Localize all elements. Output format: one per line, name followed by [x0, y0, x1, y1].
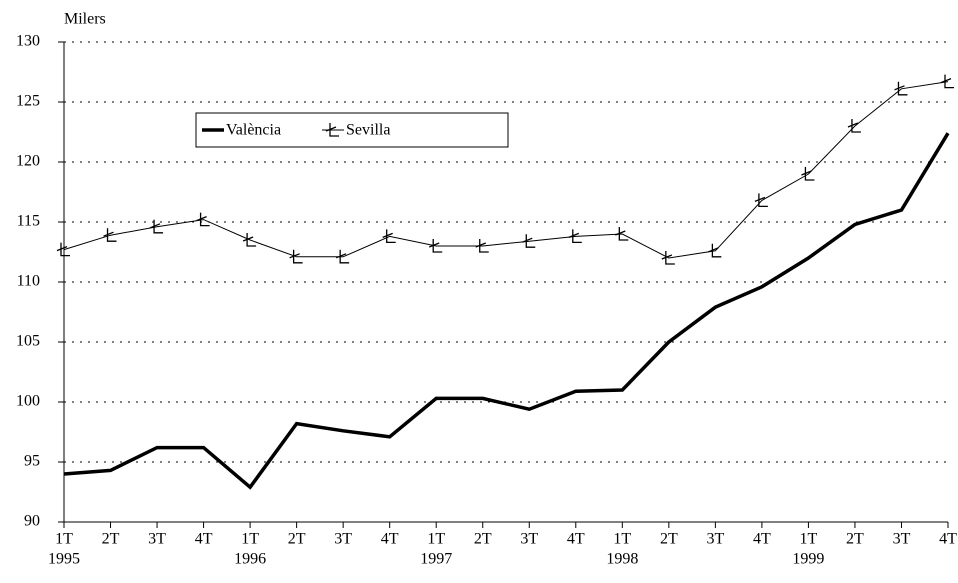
marker: [289, 249, 303, 264]
marker: [940, 74, 954, 89]
y-tick-label: 105: [16, 333, 40, 350]
marker: [196, 212, 210, 227]
x-tick-label: 4T: [567, 531, 585, 548]
x-tick-label: 1T: [427, 531, 445, 548]
x-year-label: 1996: [234, 551, 266, 568]
marker: [242, 233, 257, 247]
x-tick-label: 1T: [241, 531, 259, 548]
x-year-label: 1995: [48, 551, 80, 568]
x-year-label: 1999: [792, 551, 824, 568]
marker: [661, 251, 675, 265]
marker: [475, 239, 489, 253]
x-tick-label: 2T: [660, 531, 678, 548]
x-tick-label: 4T: [381, 531, 399, 548]
y-tick-label: 120: [16, 153, 40, 170]
x-tick-label: 1T: [613, 531, 631, 548]
legend-label: València: [226, 122, 281, 139]
marker: [801, 167, 815, 181]
marker: [847, 119, 861, 133]
marker: [708, 243, 722, 258]
x-tick-label: 3T: [520, 531, 538, 548]
x-tick-label: 4T: [753, 531, 771, 548]
x-tick-label: 4T: [195, 531, 213, 548]
marker: [894, 81, 908, 96]
marker: [56, 242, 70, 257]
y-axis-label: Milers: [64, 11, 106, 28]
x-tick-label: 4T: [939, 531, 957, 548]
x-tick-label: 3T: [706, 531, 724, 548]
x-tick-label: 1T: [800, 531, 818, 548]
y-tick-label: 115: [17, 213, 40, 230]
legend-label: Sevilla: [346, 122, 390, 139]
x-tick-label: 2T: [102, 531, 120, 548]
x-tick-label: 3T: [334, 531, 352, 548]
series-line: [63, 81, 949, 259]
y-tick-label: 110: [17, 273, 40, 290]
y-tick-label: 130: [16, 33, 40, 50]
x-tick-label: 2T: [474, 531, 492, 548]
x-year-label: 1998: [606, 551, 638, 568]
marker: [149, 219, 164, 234]
x-year-label: 1997: [420, 551, 452, 568]
x-tick-label: 2T: [846, 531, 864, 548]
legend-box: [195, 112, 509, 148]
x-tick-label: 3T: [148, 531, 166, 548]
x-tick-label: 2T: [288, 531, 306, 548]
marker: [382, 229, 396, 244]
x-tick-label: 1T: [55, 531, 73, 548]
y-tick-label: 125: [16, 93, 40, 110]
marker: [522, 234, 536, 248]
y-tick-label: 100: [16, 393, 40, 410]
marker: [615, 227, 629, 241]
marker: [568, 229, 582, 244]
marker: [754, 193, 768, 208]
marker: [428, 239, 443, 253]
x-tick-label: 3T: [893, 531, 911, 548]
legend-marker: [325, 123, 339, 137]
y-tick-label: 95: [24, 453, 40, 470]
series-line: [63, 132, 950, 490]
y-tick-label: 90: [24, 513, 40, 530]
marker: [103, 228, 117, 242]
marker: [335, 249, 350, 264]
